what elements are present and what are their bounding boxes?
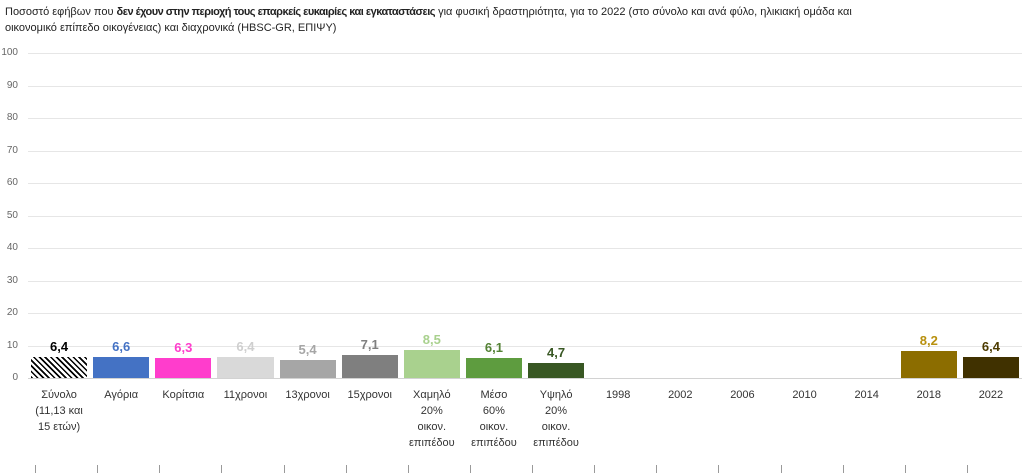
y-tick-label: 50 [6, 209, 18, 221]
data-label-14: 8,2 [919, 333, 938, 349]
y-tick-label: 60 [6, 177, 18, 188]
bottom-tick [284, 465, 285, 473]
bar-0 [31, 357, 88, 378]
data-label-2: 6,3 [174, 339, 193, 355]
bar-5 [341, 354, 398, 378]
bottom-tick [532, 465, 533, 473]
gridline [28, 313, 1022, 314]
bottom-tick [594, 465, 595, 473]
x-tick-label-1: Αγόρια [104, 389, 139, 401]
bottom-tick [470, 465, 471, 473]
data-label-5: 7,1 [360, 336, 379, 352]
data-label-6: 8,5 [422, 332, 441, 348]
bottom-tick [656, 465, 657, 473]
gridline [28, 346, 1022, 347]
gridline [28, 183, 1022, 184]
x-tick-label-9: 1998 [605, 389, 631, 401]
x-tick-label-14: 2018 [916, 389, 942, 401]
data-label-15: 6,4 [981, 339, 1000, 355]
x-tick-label-7: Μέσο 60% οικον. επιπέδου [471, 389, 517, 449]
gridline [28, 151, 1022, 152]
bar-8 [528, 362, 585, 378]
x-tick-label-11: 2006 [730, 389, 755, 401]
bottom-tick [35, 465, 36, 473]
x-tick-label-0: Σύνολο (11,13 και 15 ετών) [35, 389, 83, 433]
bottom-tick [967, 465, 968, 473]
y-tick-label: 30 [6, 274, 18, 286]
data-label-3: 6,4 [236, 339, 255, 355]
chart-title-line-1: Ποσοστό εφήβων που δεν έχουν στην περιοχ… [5, 4, 1019, 20]
chart-title-emphasis: δεν έχουν στην περιοχή τους επαρκείς ευκ… [116, 6, 436, 18]
x-tick-label-5: 15χρονοι [347, 389, 392, 401]
bottom-tick [97, 465, 98, 473]
bar-7 [465, 358, 522, 378]
bottom-tick [843, 465, 844, 473]
y-tick-label: 80 [6, 112, 18, 123]
bar-15 [962, 357, 1019, 378]
y-tick-label: 70 [6, 144, 18, 156]
bar-3 [217, 357, 274, 378]
bottom-tick [781, 465, 782, 473]
chart-title-line-2: οικονομικό επίπεδο οικογένειας) και διαχ… [5, 20, 1019, 36]
gridline [28, 118, 1022, 119]
x-tick-label-13: 2014 [854, 389, 879, 401]
bar-6 [403, 350, 460, 378]
bar-4 [279, 360, 336, 378]
gridline [28, 86, 1022, 87]
bar-1 [93, 356, 150, 378]
x-tick-label-6: Χαμηλό 20% οικον. επιπέδου [408, 389, 455, 449]
x-tick-label-3: 11χρονοι [223, 389, 268, 401]
x-tick-label-2: Κορίτσια [162, 389, 205, 401]
data-label-4: 5,4 [298, 342, 317, 358]
bar-14 [900, 351, 957, 378]
gridline [28, 248, 1022, 249]
x-tick-label-15: 2022 [978, 389, 1004, 401]
y-tick-label: 40 [6, 242, 18, 253]
chart-title-continuation: για φυσική δραστηριότητα, για το 2022 (σ… [438, 6, 852, 18]
y-tick-label: 100 [1, 47, 18, 58]
gridline [28, 53, 1022, 54]
bottom-tick [408, 465, 409, 473]
chart-title-start: Ποσοστό εφήβων που [5, 6, 114, 18]
bottom-tick [718, 465, 719, 473]
x-tick-label-8: Υψηλό 20% οικον. επιπέδου [533, 389, 579, 449]
bottom-tick [221, 465, 222, 473]
y-tick-label: 0 [12, 372, 18, 383]
data-label-7: 6,1 [484, 340, 503, 356]
y-tick-label: 90 [6, 79, 18, 91]
chart-title: Ποσοστό εφήβων που δεν έχουν στην περιοχ… [5, 4, 1019, 36]
y-tick-label: 20 [6, 307, 18, 318]
bottom-tick [905, 465, 906, 473]
y-tick-label: 10 [6, 339, 18, 351]
data-label-8: 4,7 [547, 344, 566, 360]
data-label-0: 6,4 [50, 339, 69, 355]
data-label-1: 6,6 [112, 338, 131, 354]
chart-title-end: οικονομικό επίπεδο οικογένειας) και διαχ… [5, 22, 337, 34]
x-tick-label-10: 2002 [668, 389, 693, 401]
x-tick-label-4: 13χρονοι [285, 389, 330, 401]
x-tick-label-12: 2010 [792, 389, 817, 401]
gridline [28, 216, 1022, 217]
bottom-tick [159, 465, 160, 473]
gridline [28, 281, 1022, 282]
bar-2 [155, 357, 212, 378]
bottom-tick [346, 465, 347, 473]
x-axis-baseline [28, 378, 1022, 379]
